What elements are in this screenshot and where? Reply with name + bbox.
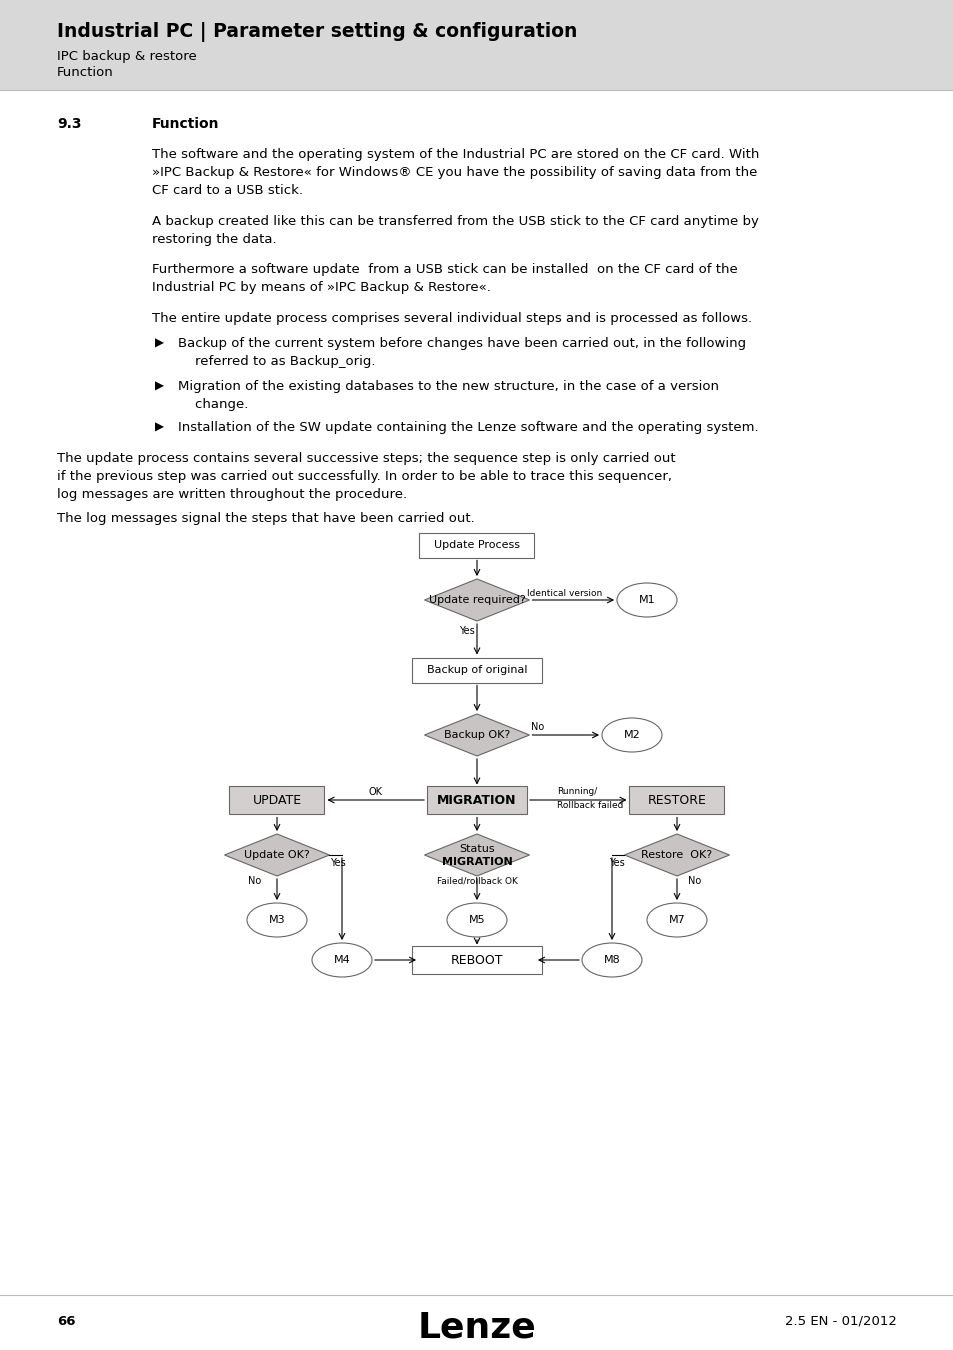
Polygon shape — [424, 579, 529, 621]
Text: Backup of the current system before changes have been carried out, in the follow: Backup of the current system before chan… — [178, 338, 745, 369]
Text: M3: M3 — [269, 915, 285, 925]
Text: No: No — [248, 876, 261, 886]
Text: M4: M4 — [334, 954, 350, 965]
Text: ▶: ▶ — [154, 421, 164, 433]
Polygon shape — [424, 834, 529, 876]
Text: Running/: Running/ — [557, 787, 597, 796]
Text: Yes: Yes — [608, 859, 623, 868]
Text: Rollback failed: Rollback failed — [557, 801, 622, 810]
Text: M2: M2 — [623, 730, 639, 740]
Polygon shape — [424, 714, 529, 756]
Text: MIGRATION: MIGRATION — [441, 857, 512, 867]
Text: Industrial PC | Parameter setting & configuration: Industrial PC | Parameter setting & conf… — [57, 22, 577, 42]
Text: No: No — [688, 876, 700, 886]
Text: Yes: Yes — [330, 859, 345, 868]
Text: Lenze: Lenze — [417, 1310, 536, 1345]
Polygon shape — [624, 834, 729, 876]
Text: Yes: Yes — [458, 626, 475, 636]
Text: Backup of original: Backup of original — [426, 666, 527, 675]
Ellipse shape — [601, 718, 661, 752]
Text: The software and the operating system of the Industrial PC are stored on the CF : The software and the operating system of… — [152, 148, 759, 197]
Ellipse shape — [646, 903, 706, 937]
Text: M1: M1 — [638, 595, 655, 605]
Text: The log messages signal the steps that have been carried out.: The log messages signal the steps that h… — [57, 512, 475, 525]
Bar — [412, 657, 541, 683]
Text: Function: Function — [57, 66, 113, 80]
Bar — [629, 786, 723, 814]
Ellipse shape — [312, 944, 372, 977]
Bar — [419, 532, 534, 558]
Text: M8: M8 — [603, 954, 619, 965]
Text: The entire update process comprises several individual steps and is processed as: The entire update process comprises seve… — [152, 312, 751, 325]
Text: M5: M5 — [468, 915, 485, 925]
Text: Update required?: Update required? — [428, 595, 525, 605]
Text: Migration of the existing databases to the new structure, in the case of a versi: Migration of the existing databases to t… — [178, 379, 719, 410]
Text: Installation of the SW update containing the Lenze software and the operating sy: Installation of the SW update containing… — [178, 421, 758, 433]
Text: Function: Function — [152, 117, 219, 131]
Text: ▶: ▶ — [154, 338, 164, 350]
Text: 2.5 EN - 01/2012: 2.5 EN - 01/2012 — [784, 1315, 896, 1328]
Text: Furthermore a software update  from a USB stick can be installed  on the CF card: Furthermore a software update from a USB… — [152, 263, 737, 294]
Text: The update process contains several successive steps; the sequence step is only : The update process contains several succ… — [57, 452, 675, 501]
Text: A backup created like this can be transferred from the USB stick to the CF card : A backup created like this can be transf… — [152, 215, 758, 246]
Ellipse shape — [447, 903, 506, 937]
Text: Backup OK?: Backup OK? — [443, 730, 510, 740]
Text: Update Process: Update Process — [434, 540, 519, 549]
Text: Status: Status — [458, 844, 495, 855]
Ellipse shape — [247, 903, 307, 937]
Text: ▶: ▶ — [154, 379, 164, 393]
Ellipse shape — [581, 944, 641, 977]
Text: 66: 66 — [57, 1315, 75, 1328]
Text: REBOOT: REBOOT — [450, 953, 503, 967]
Text: 9.3: 9.3 — [57, 117, 81, 131]
Bar — [427, 786, 526, 814]
Text: Update OK?: Update OK? — [244, 850, 310, 860]
Ellipse shape — [617, 583, 677, 617]
Text: No: No — [530, 722, 543, 732]
Text: MIGRATION: MIGRATION — [436, 794, 517, 806]
Text: RESTORE: RESTORE — [647, 794, 706, 806]
Text: Identical version: Identical version — [526, 589, 601, 598]
Bar — [230, 786, 324, 814]
Polygon shape — [224, 834, 329, 876]
Text: UPDATE: UPDATE — [253, 794, 301, 806]
Text: M7: M7 — [668, 915, 684, 925]
Text: IPC backup & restore: IPC backup & restore — [57, 50, 196, 63]
Text: Restore  OK?: Restore OK? — [640, 850, 712, 860]
Text: OK: OK — [369, 787, 382, 796]
Bar — [412, 946, 541, 973]
Text: Failed/rollback OK: Failed/rollback OK — [436, 876, 517, 886]
Bar — [0, 0, 953, 90]
